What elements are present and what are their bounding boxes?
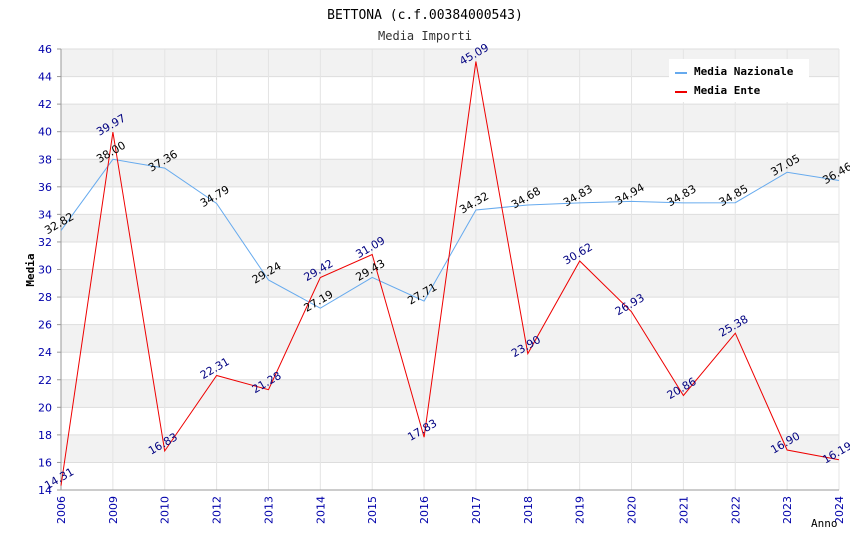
grid-bands bbox=[61, 48, 839, 491]
grid-band bbox=[61, 462, 839, 490]
y-tick-label: 36 bbox=[38, 181, 52, 194]
grid-band bbox=[61, 186, 839, 215]
grid-band bbox=[61, 297, 839, 325]
y-tick-label: 20 bbox=[38, 401, 52, 414]
chart-subtitle: Media Importi bbox=[378, 29, 472, 43]
x-tick-label: 2009 bbox=[107, 496, 120, 524]
series-lines bbox=[60, 61, 840, 486]
y-tick-label: 30 bbox=[38, 264, 52, 277]
x-tick-label: 2016 bbox=[418, 496, 431, 524]
chart-title: BETTONA (c.f.00384000543) bbox=[327, 8, 523, 23]
y-tick-label: 16 bbox=[38, 456, 52, 469]
y-tick-label: 24 bbox=[38, 346, 52, 359]
x-tick-label: 2020 bbox=[626, 496, 639, 524]
x-tick-label: 2013 bbox=[262, 496, 275, 524]
y-tick-label: 44 bbox=[38, 71, 52, 84]
x-tick-label: 2017 bbox=[470, 496, 483, 524]
grid-band bbox=[61, 214, 839, 242]
x-tick-label: 2018 bbox=[522, 496, 535, 524]
x-tick-label: 2022 bbox=[729, 496, 742, 524]
grid-band bbox=[61, 131, 839, 160]
grid-band bbox=[61, 104, 839, 132]
x-tick-label: 2024 bbox=[833, 496, 846, 524]
x-tick-label: 2010 bbox=[159, 496, 172, 524]
y-tick-label: 38 bbox=[38, 153, 52, 166]
x-tick-label: 2014 bbox=[314, 496, 327, 524]
grid-band bbox=[61, 434, 839, 463]
x-tick-label: 2015 bbox=[366, 496, 379, 524]
grid-band bbox=[61, 159, 839, 187]
x-tick-label: 2006 bbox=[55, 496, 68, 524]
y-tick-label: 22 bbox=[38, 374, 52, 387]
y-axis-label: Media bbox=[24, 253, 37, 286]
grid-band bbox=[61, 324, 839, 353]
y-tick-label: 28 bbox=[38, 291, 52, 304]
x-tick-label: 2021 bbox=[677, 496, 690, 524]
y-tick-label: 34 bbox=[38, 208, 52, 221]
y-tick-label: 18 bbox=[38, 429, 52, 442]
grid-band bbox=[61, 352, 839, 380]
y-tick-label: 40 bbox=[38, 126, 52, 139]
legend-label-media-nazionale: Media Nazionale bbox=[694, 65, 794, 78]
series-line bbox=[60, 158, 840, 309]
x-axis-label: Anno bbox=[811, 517, 838, 530]
legend-box bbox=[669, 59, 809, 102]
y-tick-label: 46 bbox=[38, 43, 52, 56]
grid-band bbox=[61, 407, 839, 435]
x-tick-label: 2019 bbox=[574, 496, 587, 524]
legend: Media Nazionale Media Ente bbox=[669, 59, 809, 102]
x-tick-label: 2012 bbox=[211, 496, 224, 524]
legend-label-media-ente: Media Ente bbox=[694, 84, 761, 97]
x-tick-label: 2023 bbox=[781, 496, 794, 524]
y-tick-label: 32 bbox=[38, 236, 52, 249]
y-tick-label: 42 bbox=[38, 98, 52, 111]
y-tick-label: 14 bbox=[38, 484, 52, 497]
series-line bbox=[60, 61, 840, 486]
y-tick-labels: 14 16 18 20 22 24 26 28 30 32 34 36 38 40 42 44 46 bbox=[38, 43, 61, 497]
x-tick-labels: 2006 2009 2010 2012 2013 2014 2015 2016 2017 2018… bbox=[55, 496, 846, 524]
grid-band bbox=[61, 379, 839, 408]
y-tick-label: 26 bbox=[38, 319, 52, 332]
grid-band bbox=[61, 269, 839, 298]
